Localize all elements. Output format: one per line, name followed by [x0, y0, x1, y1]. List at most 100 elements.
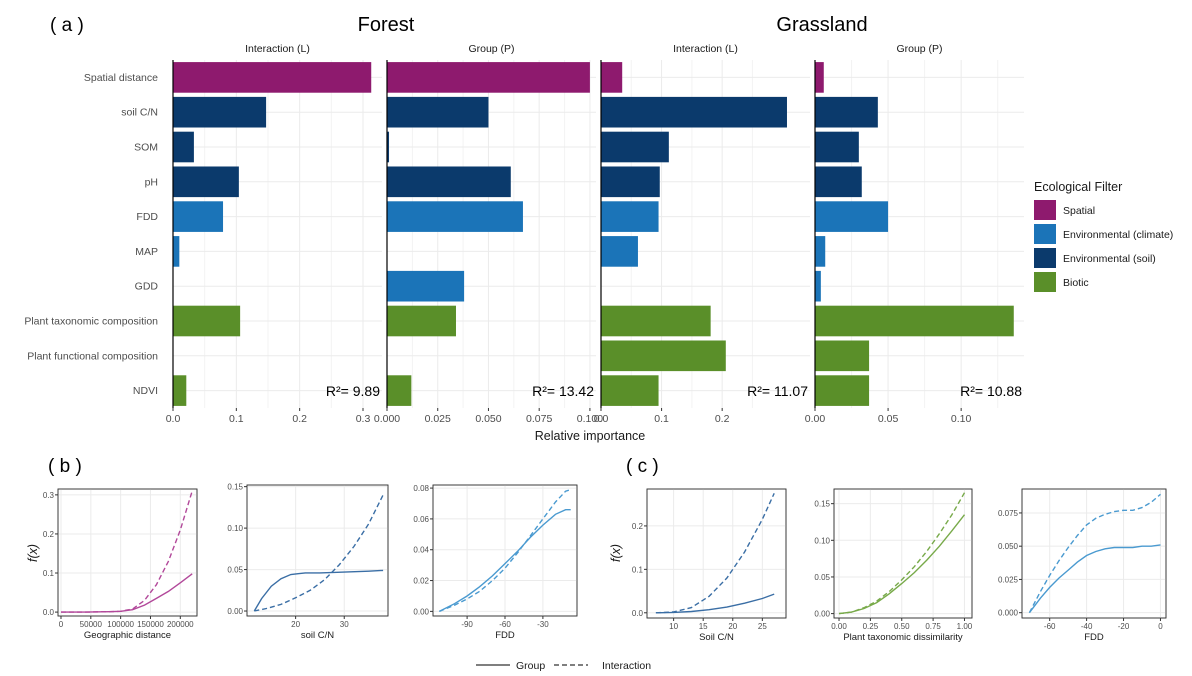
partial-effect-plots: 0 50000 100000 150000 200000 0.0 0.1 0.2 0.3 Geog…	[26, 483, 1167, 643]
x-tick-label: 0.50	[894, 622, 910, 631]
y-axis-title-c: f(x)	[609, 544, 623, 562]
category-label-ph: pH	[145, 176, 158, 188]
bar-plant-taxonomic-composition	[815, 305, 1014, 337]
panel-b-label: ( b )	[48, 456, 82, 477]
x-tick-label: 0.00	[831, 622, 847, 631]
bar-fdd	[173, 201, 224, 232]
x-tick-label: 0.025	[425, 413, 451, 425]
facet-strip-label: Group (P)	[896, 43, 942, 55]
category-label-som: SOM	[134, 142, 158, 154]
y-tick-label: 0.02	[413, 577, 429, 586]
x-tick-label: 25	[758, 622, 767, 631]
facet-grassland-interaction-l: Interaction (L) 0.0 0.1 0.2 R²= 11.07	[594, 43, 810, 425]
y-tick-label: 0.2	[632, 522, 644, 531]
bar-ndvi	[173, 375, 187, 406]
x-tick-label: 0.75	[925, 622, 941, 631]
facet-forest-group-p: Group (P) 0.000 0.025 0.050 0.075 0.100 R²= 13…	[374, 43, 603, 425]
x-tick-label: 0.0	[594, 413, 609, 425]
y-tick-label: 0.075	[998, 509, 1019, 518]
bar-soil-c-n	[387, 96, 489, 128]
legend-label-biotic: Biotic	[1063, 277, 1089, 289]
x-tick-label: 0	[59, 620, 64, 629]
category-label-fdd: FDD	[136, 211, 158, 223]
bar-fdd	[815, 201, 889, 232]
x-tick-label: 0.1	[654, 413, 669, 425]
bar-spatial-distance	[815, 62, 824, 93]
category-label-plant-taxonomic-composition: Plant taxonomic composition	[24, 316, 158, 328]
plot-frame	[646, 488, 787, 619]
bar-spatial-distance	[601, 62, 623, 93]
plot-border	[1021, 488, 1167, 619]
bar-spatial-distance	[173, 62, 372, 93]
x-tick-label: 0.2	[715, 413, 730, 425]
y-tick-label: 0.3	[43, 491, 55, 500]
series-group	[1028, 544, 1161, 614]
bar-som	[601, 131, 669, 163]
linetype-legend: Group Interaction	[476, 660, 651, 672]
y-tick-label: 0.15	[814, 500, 830, 509]
y-tick-label: 0.10	[227, 524, 243, 533]
forest-title: Forest	[358, 14, 415, 36]
plot-border	[646, 488, 787, 619]
category-label-soil-c-n: soil C/N	[121, 107, 158, 119]
x-tick-label: 0.000	[374, 413, 400, 425]
r-squared-annotation: R²= 10.88	[960, 383, 1022, 399]
series-group	[438, 509, 571, 613]
bar-ndvi	[387, 375, 412, 406]
x-tick-label: -60	[1044, 622, 1056, 631]
x-tick-label: 0.050	[475, 413, 501, 425]
bar-ph	[173, 166, 239, 198]
series-group	[253, 569, 384, 612]
x-tick-label: 20	[728, 622, 737, 631]
x-tick-label: -40	[1081, 622, 1093, 631]
y-tick-label: 0.00	[227, 607, 243, 616]
line-plot-soil-c-n: 20 30 0.00 0.05 0.10 0.15 soil C/N	[227, 483, 389, 641]
category-label-map: MAP	[135, 246, 158, 258]
x-tick-label: 0.3	[356, 413, 371, 425]
x-tick-label: 0.10	[951, 413, 972, 425]
x-tick-label: 15	[699, 622, 708, 631]
x-axis-title: soil C/N	[301, 630, 334, 641]
facet-strip-label: Interaction (L)	[245, 43, 310, 55]
plot-frame	[833, 488, 973, 619]
y-tick-label: 0.00	[814, 610, 830, 619]
x-tick-label: 200000	[167, 620, 194, 629]
bar-plant-taxonomic-composition	[387, 305, 456, 337]
y-tick-label: 0.000	[998, 609, 1019, 618]
y-tick-label: 0.08	[413, 484, 429, 493]
bar-ph	[387, 166, 511, 198]
x-tick-label: 0	[1158, 622, 1163, 631]
bar-plant-functional-composition	[601, 340, 726, 372]
x-tick-label: 10	[669, 622, 678, 631]
y-axis-title-b: f(x)	[26, 544, 40, 562]
x-tick-label: 0.075	[526, 413, 552, 425]
x-tick-label: 0.25	[863, 622, 879, 631]
category-label-ndvi: NDVI	[133, 385, 158, 397]
bar-fdd	[601, 201, 659, 232]
legend-label-group: Group	[516, 660, 545, 672]
facet-strip-label: Group (P)	[468, 43, 514, 55]
facet-grassland-group-p: Group (P) 0.00 0.05 0.10 R²= 10.88	[805, 43, 1024, 425]
x-tick-label: 0.00	[805, 413, 826, 425]
legend-ecological-filter: Ecological Filter Spatial Environmental (c…	[1034, 180, 1173, 292]
y-tick-label: 0.1	[43, 569, 55, 578]
series-interaction	[655, 493, 775, 614]
bar-fdd	[387, 201, 523, 232]
bar-gdd	[387, 270, 465, 302]
x-tick-label: -60	[499, 620, 511, 629]
y-tick-label: 0.15	[227, 483, 243, 492]
x-axis-title: Geographic distance	[84, 630, 171, 641]
x-tick-label: -30	[537, 620, 549, 629]
x-tick-label: 100000	[107, 620, 134, 629]
y-tick-label: 0.04	[413, 546, 429, 555]
bar-ndvi	[815, 375, 870, 406]
legend-label-environmental-climate: Environmental (climate)	[1063, 229, 1173, 241]
x-axis-title: Plant taxonomic dissimilarity	[843, 632, 963, 643]
legend-label-environmental-soil: Environmental (soil)	[1063, 253, 1156, 265]
y-tick-label: 0.1	[632, 565, 644, 574]
r-squared-annotation: R²= 13.42	[532, 383, 594, 399]
x-tick-label: 1.00	[957, 622, 973, 631]
plot-border	[246, 484, 389, 617]
legend-label-interaction: Interaction	[602, 660, 651, 672]
legend-title: Ecological Filter	[1034, 180, 1122, 194]
